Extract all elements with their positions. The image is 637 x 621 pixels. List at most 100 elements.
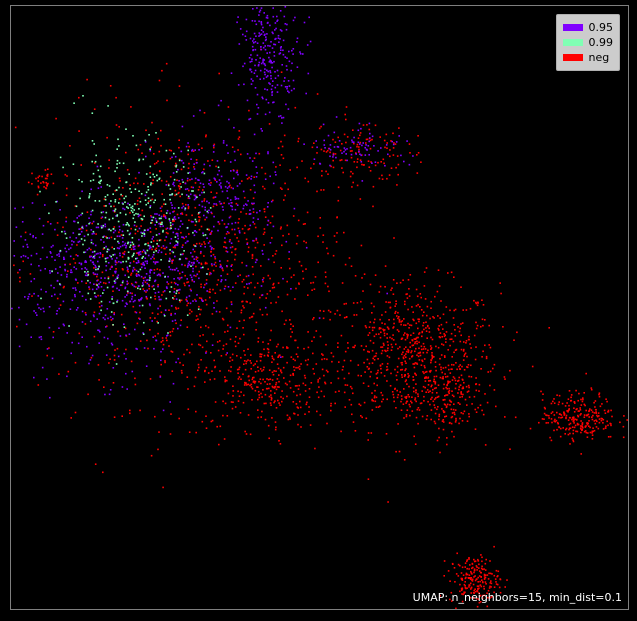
point-neg: [198, 186, 201, 188]
point-neg: [610, 409, 612, 412]
point-neg: [275, 166, 277, 168]
point-095: [337, 146, 340, 148]
point-095: [149, 271, 151, 274]
point-neg: [356, 145, 358, 148]
point-neg: [430, 385, 432, 388]
point-neg: [417, 355, 420, 358]
point-095: [266, 75, 269, 77]
point-neg: [370, 302, 373, 305]
point-095: [114, 261, 117, 263]
point-neg: [398, 330, 400, 333]
point-095: [237, 84, 240, 86]
point-neg: [172, 259, 174, 261]
point-neg: [243, 360, 246, 362]
point-neg: [214, 257, 217, 260]
point-095: [264, 306, 267, 309]
point-095: [198, 262, 200, 264]
point-neg: [142, 277, 145, 279]
point-neg: [585, 431, 588, 434]
point-neg: [308, 406, 310, 408]
point-095: [219, 260, 221, 262]
point-neg: [372, 205, 374, 208]
point-neg: [427, 400, 429, 403]
point-neg: [429, 390, 431, 392]
point-095: [190, 261, 193, 264]
point-neg: [414, 399, 416, 401]
point-099: [125, 213, 127, 216]
point-neg: [203, 200, 205, 202]
point-095: [166, 281, 168, 283]
point-neg: [480, 554, 482, 556]
point-095: [213, 263, 216, 266]
point-neg: [24, 231, 27, 234]
point-neg: [140, 263, 143, 265]
point-neg: [567, 419, 570, 421]
point-095: [90, 210, 93, 213]
point-neg: [131, 292, 133, 295]
point-neg: [466, 366, 469, 369]
point-neg: [367, 334, 370, 336]
point-095: [89, 320, 92, 323]
point-095: [174, 155, 177, 158]
point-neg: [415, 416, 418, 419]
point-095: [15, 226, 18, 228]
point-neg: [406, 297, 409, 299]
point-095: [84, 251, 87, 253]
point-neg: [594, 422, 597, 425]
point-neg: [93, 267, 95, 269]
point-neg: [369, 170, 372, 172]
point-neg: [101, 271, 104, 274]
point-neg: [63, 285, 65, 288]
point-neg: [161, 294, 163, 296]
point-neg: [408, 327, 410, 329]
point-095: [262, 97, 264, 100]
point-neg: [257, 398, 259, 401]
point-neg: [115, 124, 118, 126]
point-099: [142, 158, 145, 161]
point-neg: [234, 248, 237, 250]
point-neg: [423, 328, 425, 331]
point-neg: [140, 225, 142, 227]
point-neg: [595, 412, 597, 414]
point-095: [127, 268, 129, 270]
legend-item-095: 0.95: [562, 21, 613, 34]
point-neg: [405, 346, 407, 348]
point-neg: [136, 322, 139, 325]
point-neg: [189, 309, 191, 311]
point-neg: [404, 396, 406, 398]
point-neg: [360, 244, 363, 247]
point-neg: [561, 402, 564, 405]
point-095: [207, 242, 210, 244]
point-neg: [310, 382, 313, 384]
point-095: [150, 257, 152, 260]
point-neg: [352, 392, 354, 395]
point-099: [123, 197, 125, 200]
point-095: [220, 280, 222, 283]
point-095: [201, 191, 203, 194]
point-neg: [369, 375, 371, 378]
point-095: [51, 295, 53, 297]
point-neg: [192, 150, 195, 152]
point-neg: [489, 370, 492, 373]
point-099: [117, 138, 119, 141]
point-neg: [162, 291, 165, 293]
point-099: [130, 209, 133, 212]
point-099: [98, 175, 101, 178]
point-neg: [469, 596, 472, 599]
point-neg: [204, 262, 207, 265]
point-neg: [121, 256, 124, 258]
point-095: [154, 262, 157, 265]
point-neg: [130, 360, 133, 363]
point-neg: [240, 356, 242, 359]
point-095: [38, 307, 40, 309]
point-neg: [554, 420, 556, 423]
point-neg: [124, 327, 127, 330]
point-neg: [203, 255, 205, 257]
point-neg: [273, 401, 275, 404]
point-095: [58, 327, 60, 329]
point-neg: [395, 300, 397, 302]
point-neg: [253, 293, 255, 296]
point-095: [296, 66, 299, 68]
point-095: [86, 345, 88, 348]
point-099: [130, 191, 133, 193]
